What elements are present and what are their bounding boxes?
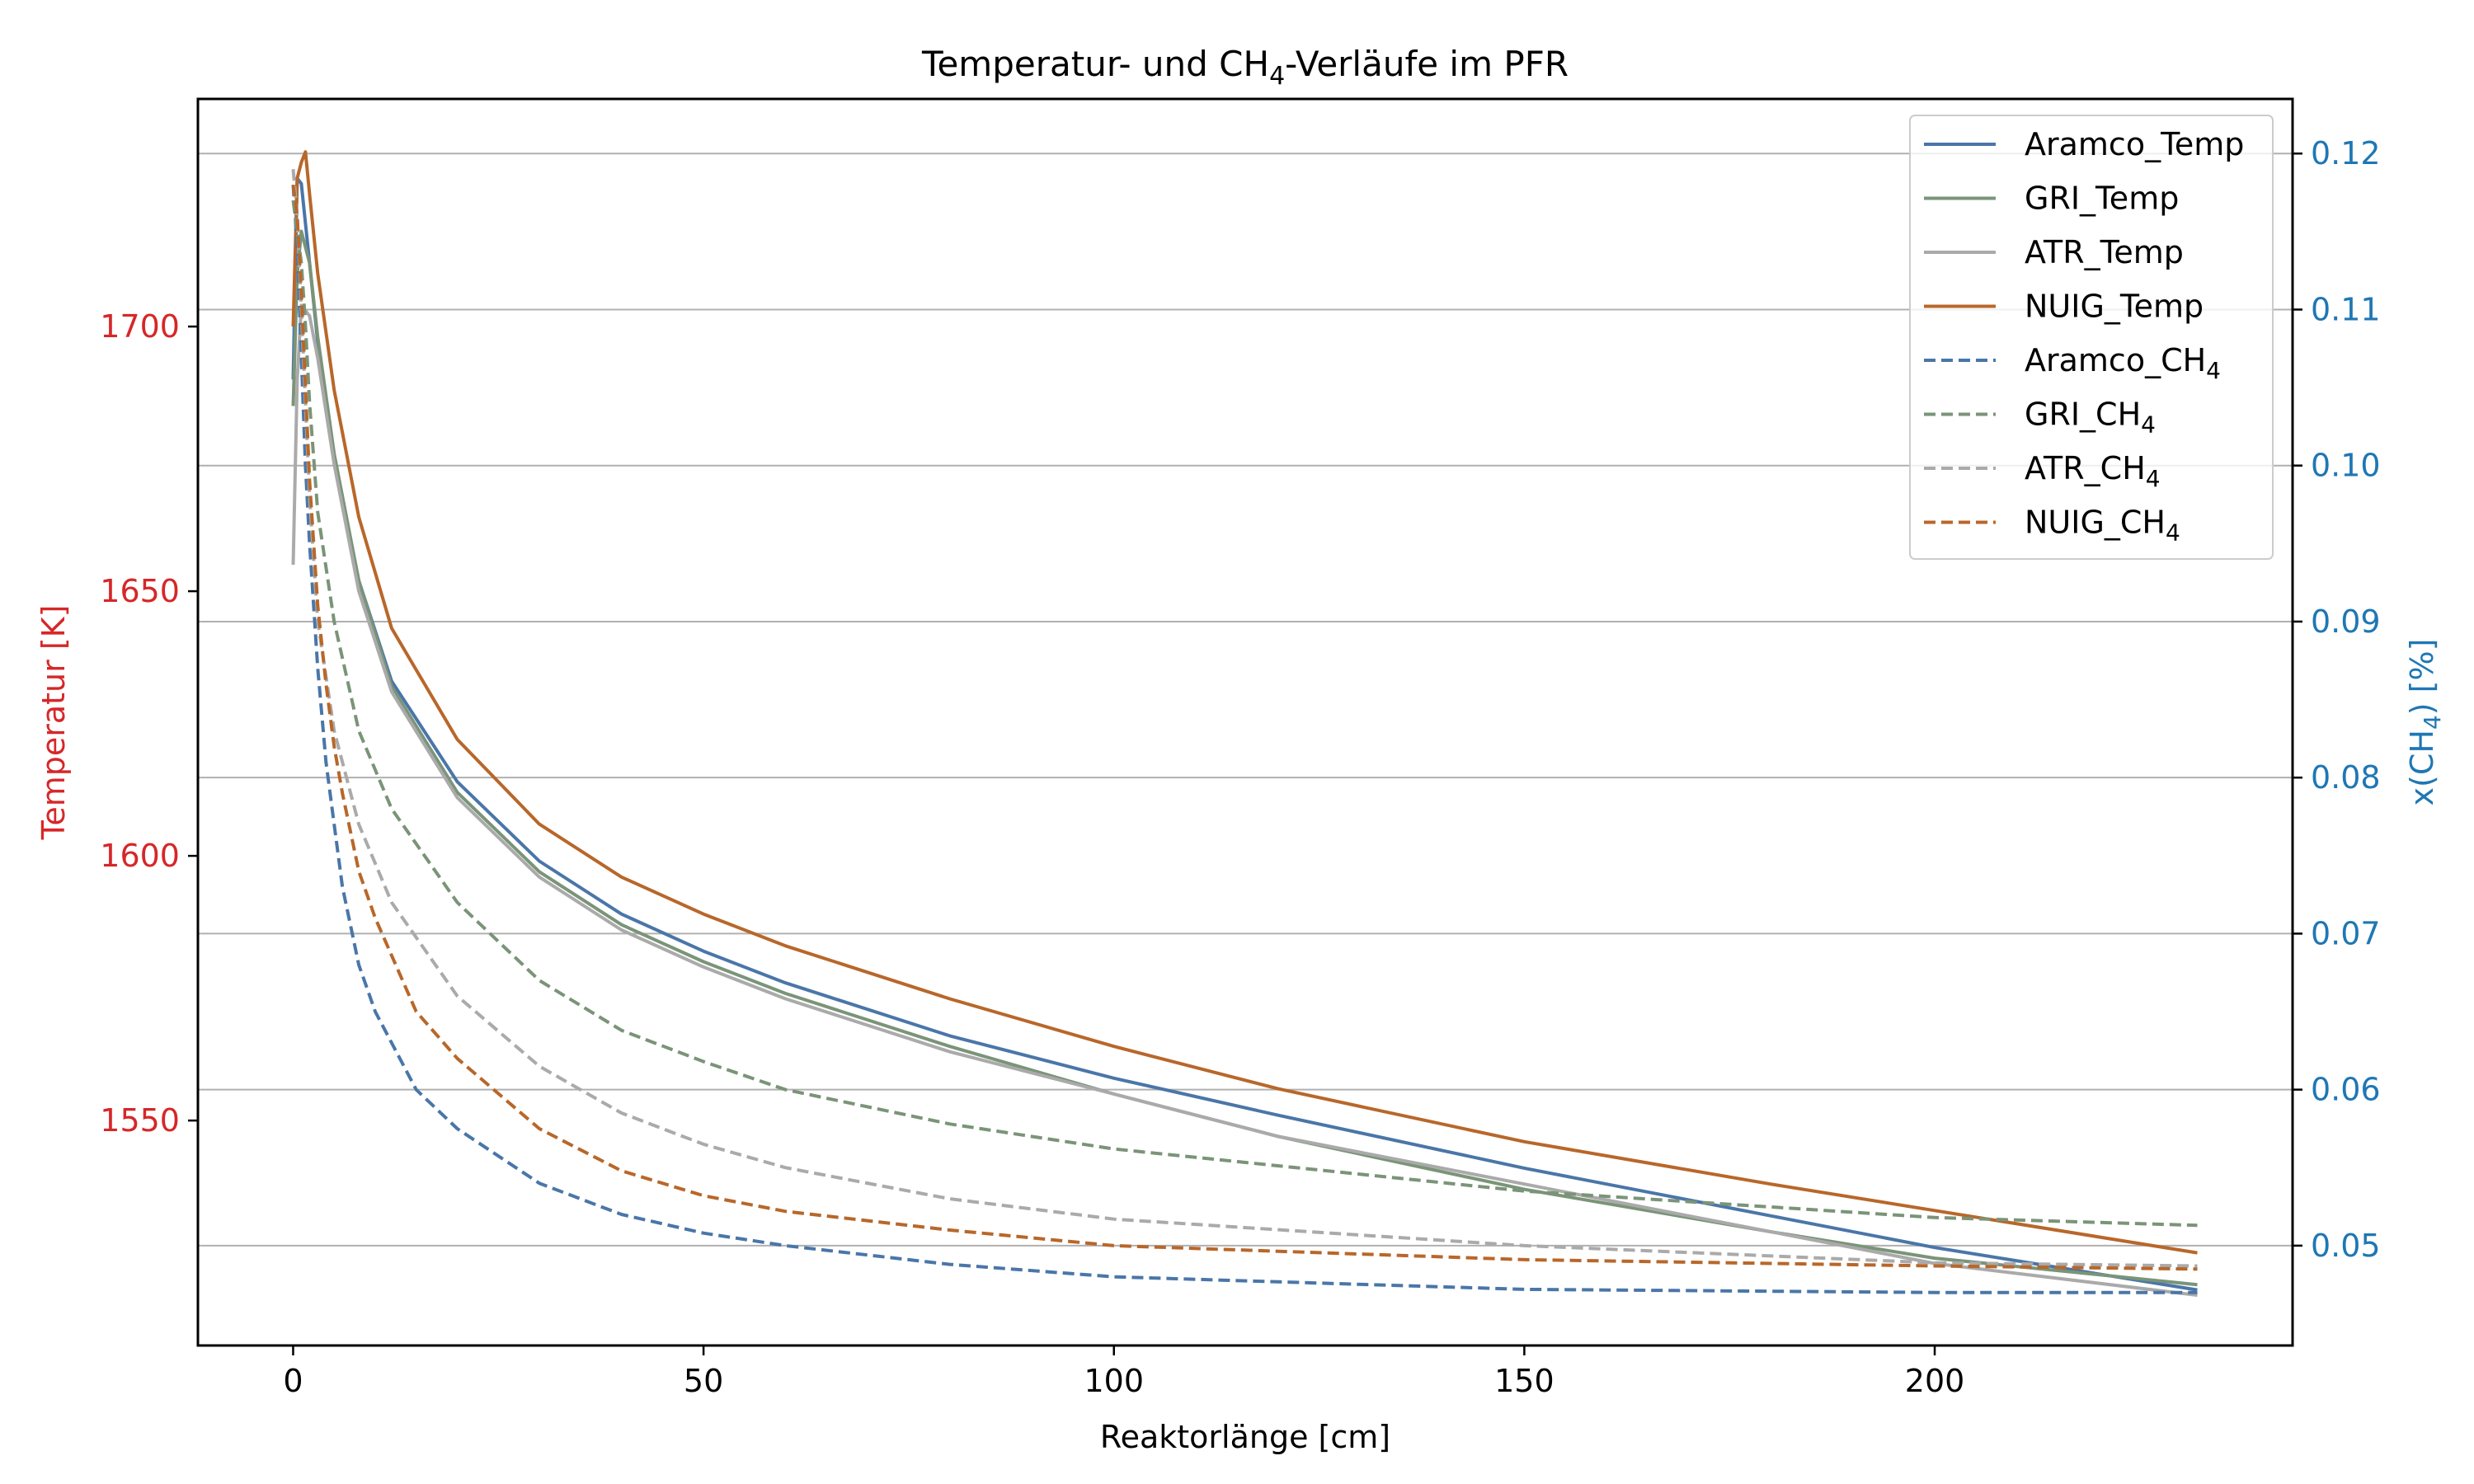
x-tick-label-2: 100 xyxy=(1084,1363,1144,1399)
series-lines xyxy=(291,150,2198,1297)
x-tick-label-0: 0 xyxy=(283,1363,303,1399)
series-line-1 xyxy=(291,229,2198,1287)
legend-label-6: ATR_CH4 xyxy=(2025,450,2161,492)
left-y-tick-label-3: 1700 xyxy=(100,308,180,345)
legend-label-4: Aramco_CH4 xyxy=(2025,342,2221,384)
legend-label-2: ATR_Temp xyxy=(2025,234,2184,270)
right-y-tick-label-3: 0.08 xyxy=(2311,759,2381,796)
legend-label-0: Aramco_Temp xyxy=(2025,126,2244,162)
legend-label-7: NUIG_CH4 xyxy=(2025,505,2180,547)
right-y-tick-label-6: 0.11 xyxy=(2311,291,2381,327)
right-y-axis-label-subscript: 4 xyxy=(2419,715,2446,730)
left-y-tick-label-2: 1650 xyxy=(100,573,180,609)
x-tick-label-4: 200 xyxy=(1905,1363,1965,1399)
series-line-3 xyxy=(291,150,2198,1255)
chart-title-subscript: 4 xyxy=(1269,62,1285,91)
legend-label-5: GRI_CH4 xyxy=(2025,397,2156,439)
series-line-2 xyxy=(291,303,2198,1297)
series-line-7 xyxy=(291,184,2198,1271)
legend-box xyxy=(1909,115,2274,560)
left-y-ticks: 1550 1600 1650 1700 xyxy=(100,308,198,1139)
left-y-tick-label-1: 1600 xyxy=(100,838,180,874)
series-line-4 xyxy=(291,184,2198,1294)
left-y-tick-label-0: 1550 xyxy=(100,1102,180,1139)
x-ticks: 0 50 100 150 200 xyxy=(283,1345,1964,1399)
plot-frame xyxy=(196,97,2294,1347)
right-y-tick-label-2: 0.07 xyxy=(2311,915,2381,951)
legend-label-1: GRI_Temp xyxy=(2025,181,2179,217)
right-y-tick-label-0: 0.05 xyxy=(2311,1228,2381,1264)
right-y-tick-label-4: 0.09 xyxy=(2311,603,2381,640)
right-y-ticks: 0.05 0.06 0.07 0.08 0.09 0.10 0.11 0.12 xyxy=(2293,135,2381,1264)
right-y-axis-label: x(CH4) [%] xyxy=(2404,639,2446,806)
right-y-tick-label-7: 0.12 xyxy=(2311,135,2381,171)
legend-label-3: NUIG_Temp xyxy=(2025,289,2204,325)
legend-items: Aramco_Temp GRI_Temp ATR_Temp NUIG_Temp Aram… xyxy=(1924,126,2244,547)
chart-title-part-1: Temperatur- und CH xyxy=(921,44,1269,84)
left-y-axis-label: Temperatur [K] xyxy=(35,605,72,841)
x-tick-label-1: 50 xyxy=(684,1363,723,1399)
x-tick-label-3: 150 xyxy=(1494,1363,1554,1399)
chart-title-part-2: -Verläufe im PFR xyxy=(1285,44,1569,84)
right-y-axis-label-part-1: x(CH xyxy=(2404,730,2440,805)
right-y-tick-label-1: 0.06 xyxy=(2311,1072,2381,1108)
x-axis-label: Reaktorlänge [cm] xyxy=(1100,1419,1390,1455)
chart-title: Temperatur- und CH4-Verläufe im PFR xyxy=(921,44,1569,91)
right-y-axis-label-part-2: ) [%] xyxy=(2404,639,2440,716)
legend: Aramco_Temp GRI_Temp ATR_Temp NUIG_Temp Aram… xyxy=(1909,115,2274,560)
series-line-5 xyxy=(291,200,2198,1228)
right-y-tick-label-5: 0.10 xyxy=(2311,448,2381,484)
